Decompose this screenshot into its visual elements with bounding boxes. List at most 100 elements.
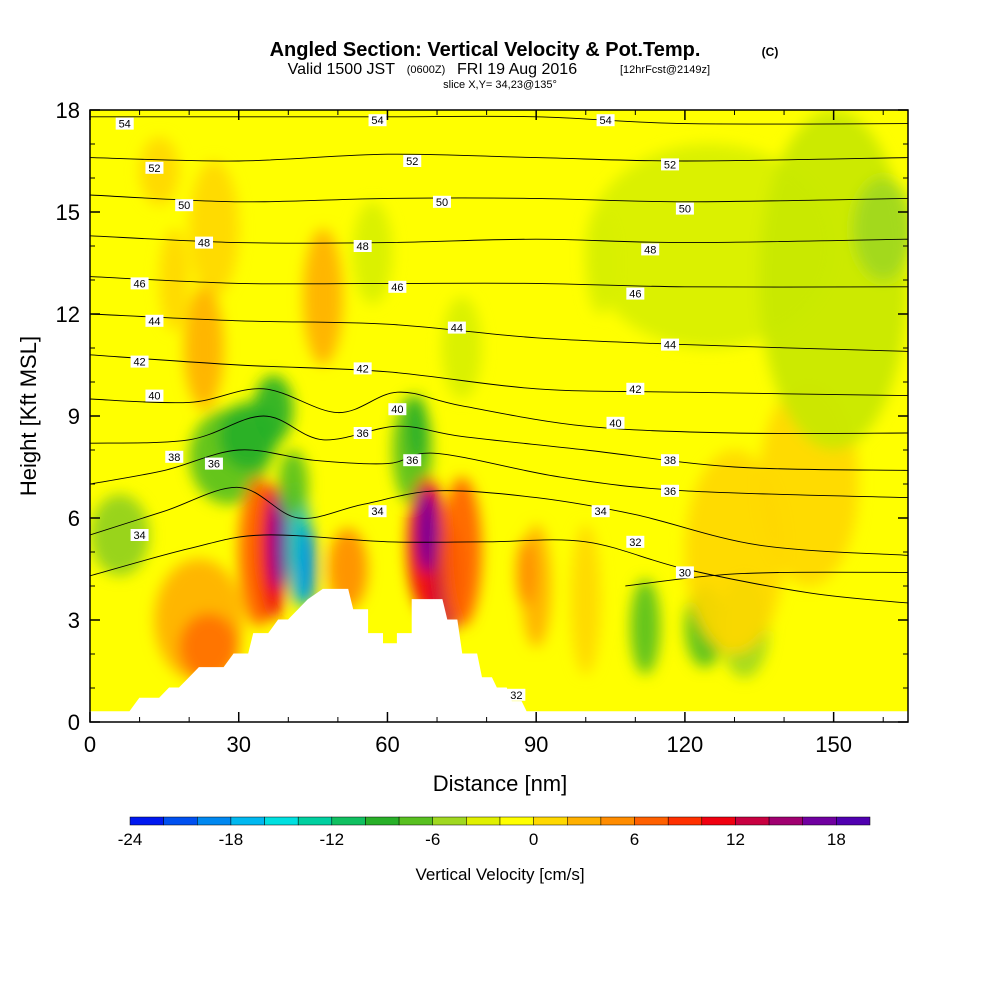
contour-label-44: 44 bbox=[145, 314, 164, 328]
colorbar-swatch bbox=[533, 816, 568, 826]
forecast-label: [12hrFcst@2149z] bbox=[620, 64, 710, 76]
valid-date: FRI 19 Aug 2016 bbox=[457, 61, 577, 78]
theta-contour-32 bbox=[90, 534, 908, 604]
colorbar-swatch bbox=[264, 816, 299, 826]
theta-contour-labels: 54 54 54 52 52 52 50 50 50 48 48 48 46 46 46 44 44 44 42 42… bbox=[115, 114, 694, 702]
colorbar-swatch bbox=[499, 816, 534, 826]
svg-text:48: 48 bbox=[198, 238, 210, 250]
contour-label-40: 40 bbox=[388, 403, 407, 416]
colorbar-swatch bbox=[701, 816, 736, 826]
svg-text:42: 42 bbox=[133, 357, 145, 369]
svg-text:40: 40 bbox=[148, 391, 160, 403]
colorbar-swatch bbox=[768, 816, 803, 826]
contour-label-38: 38 bbox=[661, 454, 680, 467]
svg-text:32: 32 bbox=[510, 690, 522, 702]
svg-text:42: 42 bbox=[357, 363, 369, 375]
terrain bbox=[90, 588, 908, 722]
svg-text:50: 50 bbox=[436, 197, 448, 209]
theta-contours bbox=[90, 115, 908, 604]
theta-contour-46 bbox=[90, 276, 908, 288]
colorbar-swatch bbox=[230, 816, 265, 826]
chart-title-unit: (C) bbox=[762, 45, 779, 59]
contour-label-50: 50 bbox=[432, 195, 451, 209]
theta-contour-54 bbox=[90, 115, 908, 125]
contour-label-52: 52 bbox=[661, 158, 680, 171]
contour-label-48: 48 bbox=[195, 236, 214, 250]
contour-label-48: 48 bbox=[641, 243, 660, 256]
slice-label: slice X,Y= 34,23@135° bbox=[443, 79, 557, 91]
contour-label-40: 40 bbox=[145, 389, 164, 403]
velocity-shading-region bbox=[90, 494, 150, 576]
svg-text:46: 46 bbox=[133, 278, 145, 290]
theta-contour-38 bbox=[90, 415, 908, 471]
contour-label-54: 54 bbox=[115, 117, 134, 131]
velocity-shading-region bbox=[184, 286, 224, 410]
colorbar-swatch bbox=[634, 816, 669, 826]
contour-label-32: 32 bbox=[626, 535, 645, 549]
svg-text:32: 32 bbox=[629, 537, 641, 549]
contour-label-36: 36 bbox=[204, 457, 223, 471]
svg-text:54: 54 bbox=[119, 119, 131, 131]
x-axis: 0 30 60 90 120 150 bbox=[84, 110, 884, 757]
velocity-shading-region bbox=[684, 450, 785, 654]
contour-label-46: 46 bbox=[626, 287, 645, 301]
theta-contour-50 bbox=[90, 194, 908, 203]
theta-contour-34 bbox=[90, 486, 908, 556]
x-tick-label: 60 bbox=[375, 732, 399, 757]
velocity-shading-region bbox=[441, 477, 482, 627]
contour-label-54: 54 bbox=[368, 114, 387, 127]
contour-label-38: 38 bbox=[165, 450, 184, 464]
x-tick-label: 0 bbox=[84, 732, 96, 757]
contour-label-44: 44 bbox=[447, 321, 466, 335]
svg-text:42: 42 bbox=[629, 384, 641, 396]
velocity-shading-region bbox=[159, 229, 190, 331]
valid-prefix: Valid 1500 JST bbox=[288, 61, 396, 78]
svg-text:54: 54 bbox=[371, 115, 383, 127]
colorbar-swatch bbox=[331, 816, 366, 826]
svg-text:48: 48 bbox=[644, 244, 656, 256]
velocity-shading-region bbox=[585, 212, 616, 314]
y-tick-label: 3 bbox=[68, 608, 80, 633]
velocity-shading-region bbox=[189, 161, 239, 297]
svg-text:52: 52 bbox=[148, 163, 160, 175]
svg-text:46: 46 bbox=[391, 282, 403, 294]
theta-contour-44 bbox=[90, 313, 908, 352]
y-axis-label: Height [Kft MSL] bbox=[16, 336, 41, 496]
contour-label-36: 36 bbox=[661, 484, 680, 498]
x-tick-label: 30 bbox=[226, 732, 250, 757]
colorbar-label: Vertical Velocity [cm/s] bbox=[415, 865, 584, 884]
contour-label-32: 32 bbox=[507, 688, 526, 702]
y-tick-label: 0 bbox=[68, 710, 80, 735]
colorbar-swatch bbox=[365, 816, 400, 826]
svg-text:52: 52 bbox=[406, 156, 418, 168]
svg-text:48: 48 bbox=[357, 241, 369, 253]
y-tick-label: 18 bbox=[56, 98, 80, 123]
x-tick-label: 150 bbox=[815, 732, 852, 757]
x-tick-label: 120 bbox=[667, 732, 704, 757]
y-tick-label: 15 bbox=[56, 200, 80, 225]
contour-label-30: 30 bbox=[675, 566, 694, 579]
svg-text:38: 38 bbox=[168, 452, 180, 464]
theta-contour-48 bbox=[90, 235, 908, 244]
colorbar-swatch bbox=[802, 816, 837, 826]
contour-label-44: 44 bbox=[661, 338, 680, 352]
svg-text:46: 46 bbox=[629, 289, 641, 301]
contour-label-34: 34 bbox=[130, 529, 149, 542]
colorbar-swatch bbox=[735, 816, 770, 826]
svg-text:34: 34 bbox=[371, 506, 383, 518]
theta-contour-30 bbox=[625, 571, 908, 587]
contour-label-40: 40 bbox=[606, 416, 625, 430]
contour-label-54: 54 bbox=[596, 114, 615, 127]
svg-text:30: 30 bbox=[679, 567, 691, 579]
colorbar-tick-label: 0 bbox=[529, 830, 538, 849]
colorbar bbox=[129, 816, 871, 826]
velocity-shading-region bbox=[300, 524, 317, 607]
svg-text:54: 54 bbox=[599, 115, 611, 127]
theta-contour-42 bbox=[90, 354, 908, 397]
contour-label-52: 52 bbox=[145, 161, 164, 175]
contour-label-42: 42 bbox=[353, 362, 372, 375]
colorbar-ticks: -24 -18 -12 -6 0 6 12 18 bbox=[118, 830, 846, 849]
velocity-shading-region bbox=[516, 538, 537, 607]
